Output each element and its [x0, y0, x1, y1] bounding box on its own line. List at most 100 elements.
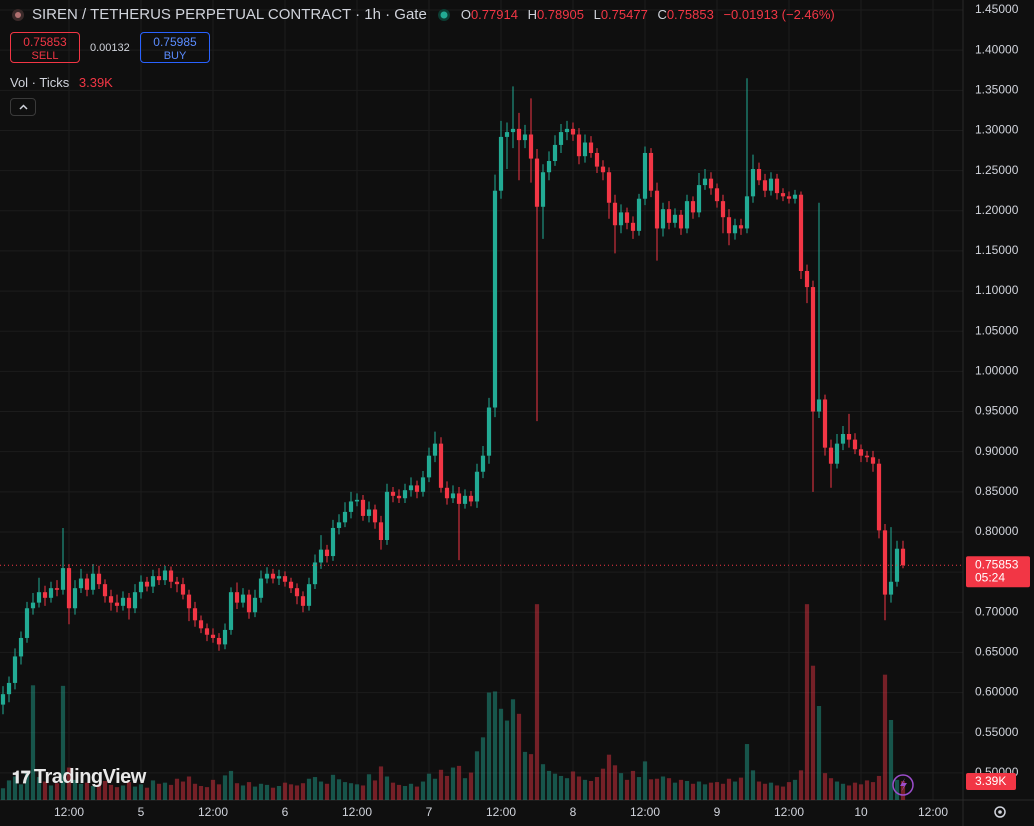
candle-body	[888, 581, 894, 595]
volume-bar	[24, 770, 30, 800]
candle-body	[516, 128, 522, 141]
collapse-button[interactable]	[10, 98, 36, 116]
candle-body	[438, 443, 444, 488]
volume-bar	[378, 766, 384, 800]
branding-text: TradingView	[33, 766, 146, 788]
volume-bar	[300, 783, 306, 800]
market-status	[437, 8, 450, 21]
volume-bar	[204, 787, 210, 800]
volume-bar	[348, 783, 354, 800]
volume-bar	[726, 778, 732, 800]
volume-bar	[270, 787, 276, 800]
candle-body	[378, 522, 384, 540]
volume-bar	[690, 783, 696, 800]
candle-body	[738, 225, 744, 229]
volume-bar	[894, 779, 900, 800]
volume-bar	[648, 779, 654, 800]
candle-body	[402, 490, 408, 499]
volume-bar	[444, 775, 450, 800]
volume-bar	[870, 782, 876, 800]
candle-body	[336, 522, 342, 528]
volume-bar	[276, 786, 282, 800]
volume-bar	[408, 783, 414, 800]
volume-bar	[522, 751, 528, 800]
candle-body	[72, 588, 78, 609]
volume-bar	[672, 782, 678, 800]
ohlc: O0.77914 H0.78905 L0.75477 C0.75853 −0.0…	[455, 7, 835, 22]
volume-bar	[498, 708, 504, 800]
sell-button[interactable]: 0.75853 SELL	[10, 32, 80, 63]
candle-body	[6, 682, 12, 695]
change: −0.01913 (−2.46%)	[723, 7, 835, 22]
ohlc-key: H	[527, 7, 537, 22]
x-tick-label: 7	[426, 805, 433, 819]
candle-body	[0, 694, 6, 705]
symbol-title[interactable]: SIREN / TETHERUS PERPETUAL CONTRACT · 1h…	[32, 6, 427, 23]
y-tick-label: 1.40000	[975, 42, 1019, 56]
volume-bar	[696, 781, 702, 800]
volume-bar	[126, 782, 132, 800]
candle-body	[210, 634, 216, 638]
x-tick-label: 12:00	[774, 805, 804, 819]
y-tick-label: 0.95000	[975, 404, 1019, 418]
branding: 𝟏𝟕 TradingView	[12, 766, 146, 788]
candle-body	[342, 511, 348, 523]
candle-body	[732, 225, 738, 234]
candle-body	[42, 592, 48, 598]
volume-bar	[876, 775, 882, 800]
volume-bar	[792, 779, 798, 800]
candle-body	[780, 193, 786, 197]
volume-bar	[432, 778, 438, 800]
x-tick-label: 8	[570, 805, 577, 819]
header: SIREN / TETHERUS PERPETUAL CONTRACT · 1h…	[10, 6, 835, 23]
volume-bar	[528, 754, 534, 800]
candle-body	[168, 570, 174, 582]
candle-body	[606, 172, 612, 203]
replay-icon[interactable]	[892, 774, 914, 796]
candle-body	[618, 212, 624, 226]
candle-body	[114, 602, 120, 606]
volume-bar	[72, 779, 78, 800]
y-tick-label: 1.45000	[975, 2, 1019, 16]
volume-bar	[30, 685, 36, 800]
volume-bar	[780, 786, 786, 800]
volume-bar	[66, 767, 72, 800]
candle-body	[570, 128, 576, 135]
x-tick-label: 12:00	[342, 805, 372, 819]
volume-bar	[822, 773, 828, 800]
buy-button[interactable]: 0.75985 BUY	[140, 32, 210, 63]
candle-body	[84, 578, 90, 590]
volume-bar	[612, 765, 618, 800]
candle-body	[588, 142, 594, 153]
volume-bar	[450, 767, 456, 800]
volume-bar	[570, 771, 576, 800]
candle-body	[234, 592, 240, 603]
volume-bar	[438, 769, 444, 800]
candle-body	[198, 620, 204, 629]
candle-body	[756, 169, 762, 181]
volume-bar	[732, 781, 738, 800]
candle-body	[300, 596, 306, 606]
candle-body	[462, 495, 468, 504]
candle-body	[642, 152, 648, 199]
volume-bar	[492, 691, 498, 800]
volume-bar	[714, 782, 720, 800]
candle-body	[78, 578, 84, 589]
candle-body	[714, 188, 720, 202]
volume-bar	[336, 779, 342, 800]
volume-bar	[624, 779, 630, 800]
volume-bar	[576, 776, 582, 800]
candle-body	[672, 214, 678, 223]
volume-bar	[102, 780, 108, 800]
candle-body	[498, 136, 504, 191]
settings-icon[interactable]	[994, 806, 1006, 818]
volume-bar	[54, 783, 60, 800]
candle-body	[558, 132, 564, 145]
x-tick-label: 10	[854, 805, 868, 819]
volume-bar	[816, 706, 822, 800]
volume-bar	[738, 777, 744, 800]
candle-body	[750, 169, 756, 197]
ohlc-value: 0.77914	[470, 7, 518, 22]
